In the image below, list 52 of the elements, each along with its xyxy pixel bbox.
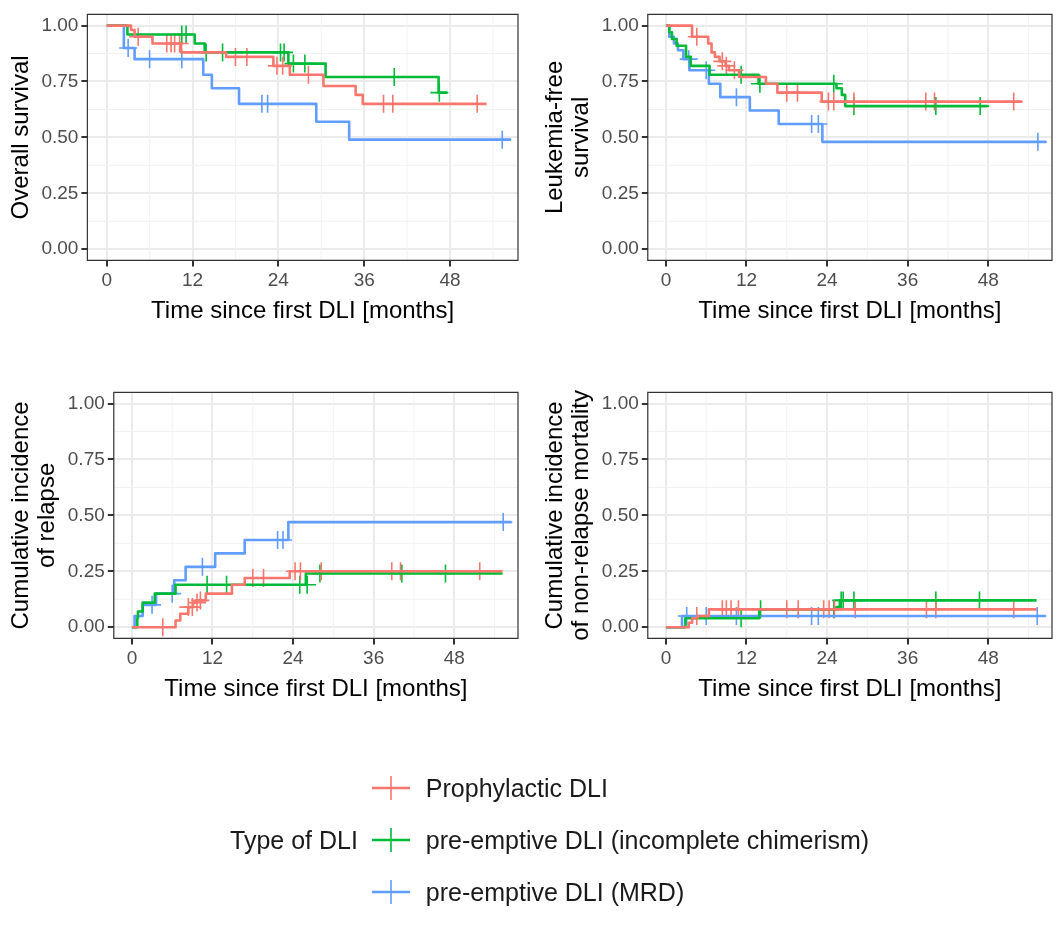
x-tick-label: 48 [977, 647, 999, 669]
x-tick-label: 24 [816, 269, 839, 291]
x-tick-label: 12 [181, 269, 204, 291]
x-tick-label: 48 [439, 269, 461, 291]
x-tick-label: 36 [897, 647, 919, 669]
x-tick-label: 36 [353, 269, 375, 291]
y-tick-label: 0.25 [41, 181, 79, 203]
x-tick-label: 12 [201, 647, 224, 669]
x-axis-title: Time since first DLI [months] [698, 296, 1002, 324]
y-tick-label: 0.00 [601, 237, 639, 259]
x-tick-label: 24 [816, 647, 839, 669]
y-tick-label: 1.00 [41, 13, 79, 35]
x-tick-label: 24 [267, 269, 290, 291]
y-tick-label: 0.25 [67, 559, 105, 581]
y-tick-label: 0.75 [601, 447, 639, 469]
legend-label: Prophylactic DLI [425, 773, 608, 803]
y-tick-label: 1.00 [67, 391, 105, 413]
x-axis-title: Time since first DLI [months] [151, 296, 455, 324]
y-tick-label: 0.25 [601, 181, 639, 203]
x-tick-label: 0 [660, 269, 672, 291]
y-tick-label: 0.50 [601, 503, 639, 525]
y-tick-label: 0.00 [41, 237, 79, 259]
y-tick-label: 0.50 [601, 125, 639, 147]
x-axis-title: Time since first DLI [months] [698, 674, 1002, 702]
y-axis-title: Overall survival [5, 55, 33, 220]
x-tick-label: 12 [735, 647, 758, 669]
y-axis-title: Leukemia-free survival [539, 60, 594, 215]
y-axis-title: Cumulative incidence of relapse [5, 401, 60, 630]
y-tick-label: 0.50 [67, 503, 105, 525]
x-tick-label: 0 [126, 647, 138, 669]
x-axis-title: Time since first DLI [months] [164, 674, 468, 702]
x-tick-label: 0 [660, 647, 672, 669]
x-tick-label: 36 [363, 647, 385, 669]
x-tick-label: 0 [101, 269, 112, 291]
y-tick-label: 0.75 [601, 69, 639, 91]
legend-label: pre-emptive DLI (MRD) [425, 877, 685, 907]
legend-label: pre-emptive DLI (incomplete chimerism) [425, 825, 870, 855]
y-tick-label: 0.00 [67, 615, 105, 637]
x-tick-label: 48 [443, 647, 465, 669]
y-axis-title: Cumulative incidence of non-relapse mortality [539, 390, 594, 641]
x-tick-label: 12 [735, 269, 758, 291]
x-tick-label: 36 [897, 269, 919, 291]
y-tick-label: 1.00 [601, 391, 639, 413]
y-tick-label: 0.75 [67, 447, 105, 469]
y-tick-label: 0.75 [41, 69, 79, 91]
y-tick-label: 0.50 [41, 125, 79, 147]
y-tick-label: 0.25 [601, 559, 639, 581]
x-tick-label: 24 [282, 647, 305, 669]
y-tick-label: 1.00 [601, 13, 639, 35]
y-tick-label: 0.00 [601, 615, 639, 637]
legend-title: Type of DLI [230, 825, 358, 855]
x-tick-label: 48 [977, 269, 999, 291]
